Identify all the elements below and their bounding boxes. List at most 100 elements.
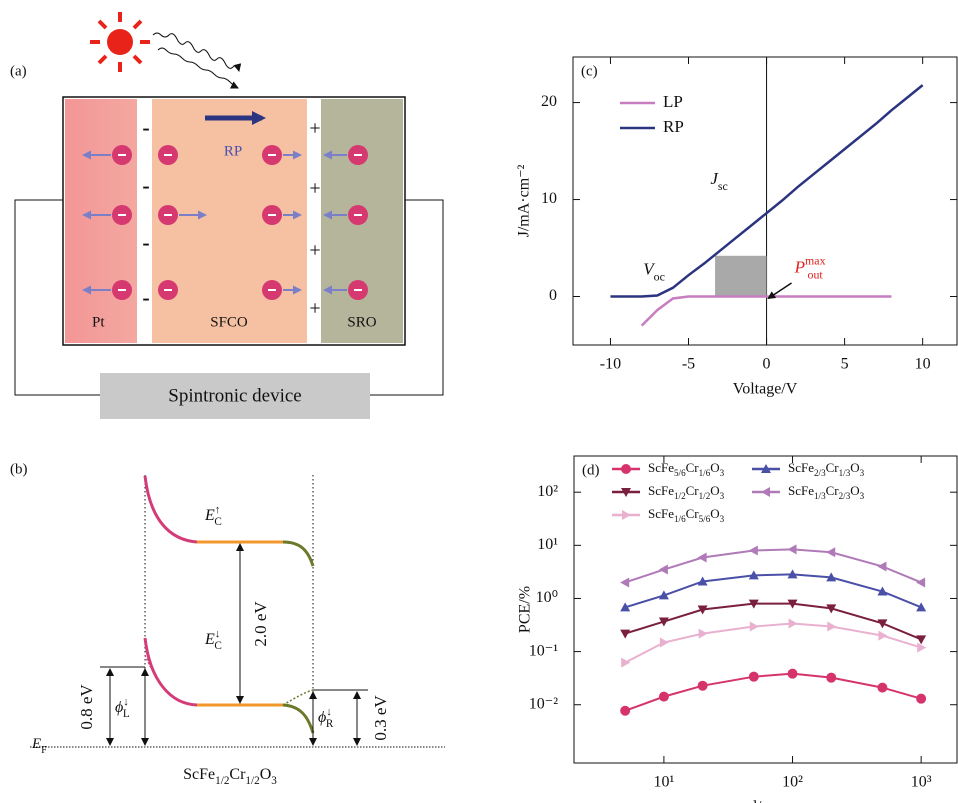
x-tick-label: 10² [782, 774, 803, 791]
panel-label: (a) [10, 63, 27, 79]
text-part: ↑ [215, 504, 221, 516]
text-part: O [850, 460, 859, 475]
text-part: 1/3 [814, 491, 826, 501]
text-part: P [794, 257, 805, 276]
charge-sign: - [142, 173, 149, 198]
x-tick-label: 10³ [911, 774, 932, 791]
data-point [749, 545, 758, 555]
data-point [699, 629, 708, 639]
text-part: O [710, 460, 719, 475]
symbol-label: Jsc [710, 169, 727, 193]
text-part: ↓ [123, 696, 129, 708]
legend-marker [621, 464, 631, 474]
charge-sign: - [142, 230, 149, 255]
data-point [620, 706, 630, 716]
text-part: E [204, 631, 215, 648]
panel-label: (d) [582, 462, 600, 478]
symbol-label: E↑C [204, 504, 222, 528]
x-tick-label: 10 [915, 356, 931, 373]
data-point [917, 643, 926, 653]
y-tick-label: 10 [541, 190, 557, 207]
series-line [625, 574, 921, 607]
sun [90, 12, 150, 72]
text-part: 3 [720, 468, 725, 478]
text-part: Cr [686, 483, 700, 498]
symbol-label: ϕ↓L [115, 696, 130, 720]
text-part: F [41, 745, 47, 756]
symbol-label: Pmaxout [794, 253, 826, 281]
y-tick-label: 10² [537, 483, 558, 500]
text-part: ScFe [788, 460, 814, 475]
x-tick-label: 0 [763, 356, 771, 373]
text-part: Cr [686, 506, 700, 521]
x-tick-label: -5 [682, 356, 695, 373]
plot-frame [574, 456, 957, 763]
text-part: 1/2 [674, 491, 686, 501]
series-line [625, 623, 921, 662]
text-part: 3 [860, 491, 865, 501]
max-power-area [715, 256, 767, 297]
text-part: 1/6 [699, 468, 711, 478]
text-part: ↓ [326, 706, 332, 718]
text-part: 3 [860, 468, 865, 478]
y-axis-label: PCE/% [517, 586, 534, 633]
data-point [698, 681, 708, 691]
panel-label: (b) [10, 461, 28, 477]
text-part: ScFe [788, 483, 814, 498]
text-part: ScFe [183, 766, 215, 783]
y-tick-label: 0 [549, 287, 557, 304]
data-point [827, 622, 836, 632]
text-part: 5/6 [674, 468, 686, 478]
text-part: ScFe [648, 506, 674, 521]
symbol-label: E↓C [204, 628, 222, 652]
barrier-label: 0.8 eV [77, 684, 96, 730]
symbol-label: Voc [643, 259, 665, 283]
text-part: Cr [826, 483, 840, 498]
legend-label: ScFe1/2Cr1/2O3 [648, 483, 725, 501]
text-part: 1/6 [674, 514, 686, 524]
data-point [659, 692, 669, 702]
data-point [789, 618, 798, 628]
data-point [750, 622, 759, 632]
data-point [878, 631, 887, 641]
data-point [916, 694, 926, 704]
figure: (a) Pt SFCO SRO RP Spintronic device (b)… [0, 0, 958, 803]
text-part: R [326, 718, 334, 730]
text-part: C [214, 640, 221, 652]
data-point [660, 638, 669, 648]
data-point [788, 669, 798, 679]
text-part: 2/3 [814, 468, 826, 478]
region-label: Pt [92, 314, 105, 330]
y-axis-label: J/mA·cm⁻² [516, 164, 533, 237]
text-part: 1/2 [245, 775, 259, 787]
x-axis-label: Voltage/V [733, 381, 798, 398]
x-tick-label: -10 [600, 356, 621, 373]
text-part: max [805, 253, 826, 267]
text-part: 3 [271, 775, 277, 787]
x-tick-label: 5 [841, 356, 849, 373]
data-point [877, 561, 886, 571]
legend-label: LP [663, 92, 683, 111]
data-point [698, 553, 707, 563]
data-point [916, 577, 925, 587]
text-part: L [123, 708, 130, 720]
text-part: Cr [826, 460, 840, 475]
series-line [625, 549, 921, 582]
text-part: Cr [686, 460, 700, 475]
text-part: ScFe [648, 483, 674, 498]
data-point [826, 547, 835, 557]
gap-label: 2.0 eV [251, 601, 270, 647]
data-point [659, 565, 668, 575]
data-point [621, 658, 630, 668]
y-tick-label: 20 [541, 93, 557, 110]
legend-marker [761, 487, 770, 497]
text-part: O [850, 483, 859, 498]
legend-label: ScFe5/6Cr1/6O3 [648, 460, 725, 478]
x-tick-label: 10¹ [654, 774, 675, 791]
text-part: oc [654, 269, 665, 283]
panel-a-drawing [15, 12, 443, 419]
y-tick-label: 10¹ [537, 536, 558, 553]
legend-label: RP [663, 117, 684, 136]
y-tick-label: 10⁻¹ [529, 642, 558, 659]
material-label: ScFe1/2Cr1/2O3 [183, 766, 277, 787]
